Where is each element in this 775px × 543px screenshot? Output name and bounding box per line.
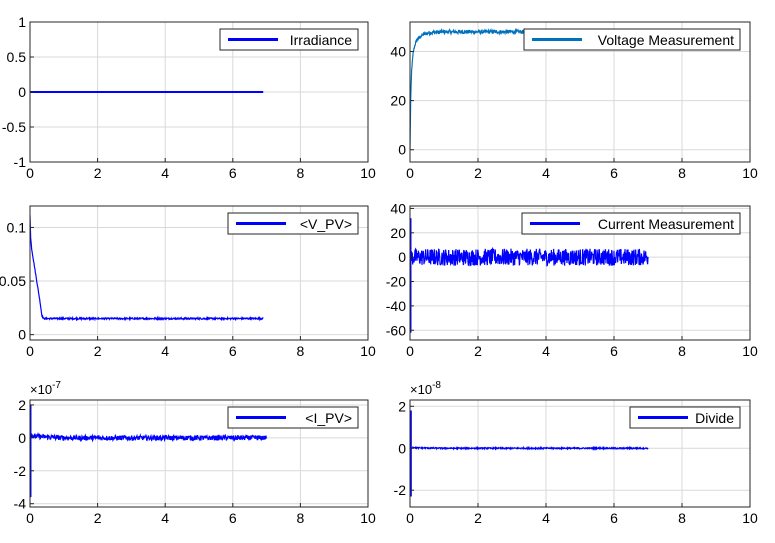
legend: <I_PV> [227, 406, 359, 429]
legend-label: Voltage Measurement [598, 32, 734, 48]
x-tick-label: 4 [161, 343, 169, 359]
x-tick-label: 4 [542, 510, 550, 526]
series-line-v_pv [30, 215, 264, 322]
x-tick-label: 2 [94, 343, 102, 359]
x-tick-label: 0 [26, 343, 34, 359]
series-line-voltage [410, 27, 530, 150]
legend-label: Irradiance [290, 32, 352, 48]
y-tick-label: 0 [18, 327, 26, 343]
y-tick-label: 40 [390, 43, 406, 59]
y-tick-label: -1 [14, 154, 27, 170]
x-tick-label: 2 [94, 165, 102, 181]
y-tick-label: 20 [390, 225, 406, 241]
x-tick-label: 6 [610, 165, 618, 181]
x-tick-label: 6 [229, 343, 237, 359]
x-tick-label: 8 [297, 165, 305, 181]
x-tick-label: 6 [229, 165, 237, 181]
y-tick-label: 0 [398, 142, 406, 158]
chart-panel-i_pv: 0 2 4 6 8 10-4-202×10-7<I_PV> [14, 380, 376, 526]
y-tick-label: 0 [18, 430, 26, 446]
x-tick-label: 8 [297, 510, 305, 526]
x-tick-label: 10 [360, 510, 376, 526]
legend-label: Divide [695, 410, 734, 426]
axes-frame [409, 205, 751, 341]
legend: Current Measurement [521, 212, 741, 235]
x-tick-label: 6 [610, 510, 618, 526]
x-tick-label: 0 [406, 343, 414, 359]
legend-box [523, 28, 741, 51]
legend-label: <I_PV> [305, 410, 352, 426]
legend-label: <V_PV> [300, 216, 352, 232]
x-tick-label: 10 [360, 343, 376, 359]
x-tick-label: 0 [26, 165, 34, 181]
x-tick-label: 8 [678, 343, 686, 359]
series-line-current [410, 246, 649, 267]
chart-panel-irradiance: 0 2 4 6 8 10 -1 -0.5 0 0.5 1 Irradiance [2, 14, 376, 181]
chart-panel-v_pv: 0 2 4 6 8 10 0 0.05 0.1 <V_PV> [0, 205, 376, 359]
y-tick-label: -20 [386, 274, 406, 290]
y-tick-label: 0.05 [0, 273, 26, 289]
axes-frame [29, 399, 369, 508]
chart-panel-current: 0 2 4 6 8 10 -60 -40 -20 0 20 40 Current Measurement [386, 200, 758, 359]
y-tick-label: 0.5 [7, 49, 27, 65]
y-exponent-label: ×10-8 [410, 380, 441, 397]
x-tick-label: 4 [542, 343, 550, 359]
legend-box [521, 212, 741, 235]
x-tick-label: 2 [474, 343, 482, 359]
legend: Voltage Measurement [523, 28, 741, 51]
legend: Irradiance [219, 28, 359, 51]
legend-box [227, 406, 359, 429]
x-tick-label: 10 [742, 165, 758, 181]
x-tick-label: 4 [161, 165, 169, 181]
y-tick-label: 1 [18, 14, 26, 30]
legend-label: Current Measurement [598, 216, 734, 232]
x-tick-label: 4 [161, 510, 169, 526]
y-tick-label: 0 [398, 440, 406, 456]
y-tick-label: 2 [18, 397, 26, 413]
x-tick-label: 2 [94, 510, 102, 526]
x-tick-label: 0 [26, 510, 34, 526]
x-tick-label: 0 [406, 510, 414, 526]
x-tick-label: 2 [474, 510, 482, 526]
x-tick-label: 8 [678, 510, 686, 526]
y-tick-label: 0.1 [7, 219, 27, 235]
series-line-divide [410, 445, 649, 451]
y-tick-label: -0.5 [2, 119, 26, 135]
x-tick-label: 0 [406, 165, 414, 181]
x-tick-label: 6 [610, 343, 618, 359]
series-line-i_pv [30, 431, 268, 443]
axes-frame [29, 205, 369, 341]
x-tick-label: 10 [742, 343, 758, 359]
y-tick-label: 2 [398, 398, 406, 414]
x-tick-label: 10 [360, 165, 376, 181]
chart-panel-voltage: 0 2 4 6 8 10 0 20 40 Voltage Measurement [390, 21, 758, 181]
x-tick-label: 2 [474, 165, 482, 181]
y-exponent-label: ×10-7 [30, 380, 61, 397]
x-tick-label: 4 [542, 165, 550, 181]
legend-box [227, 212, 359, 235]
y-tick-label: -60 [386, 322, 406, 338]
x-tick-label: 6 [229, 510, 237, 526]
legend: <V_PV> [227, 212, 359, 235]
x-tick-label: 8 [678, 165, 686, 181]
legend: Divide [629, 406, 741, 429]
x-tick-label: 10 [742, 510, 758, 526]
axes-frame [409, 21, 751, 163]
axes-frame [409, 399, 751, 508]
y-tick-label: 20 [390, 93, 406, 109]
y-tick-label: -2 [14, 463, 27, 479]
legend-box [219, 28, 359, 51]
y-tick-label: 40 [390, 200, 406, 216]
y-tick-label: 0 [398, 249, 406, 265]
y-tick-label: -4 [14, 496, 27, 512]
y-tick-label: -2 [394, 482, 407, 498]
y-tick-label: 0 [18, 84, 26, 100]
y-tick-label: -40 [386, 298, 406, 314]
x-tick-label: 8 [297, 343, 305, 359]
